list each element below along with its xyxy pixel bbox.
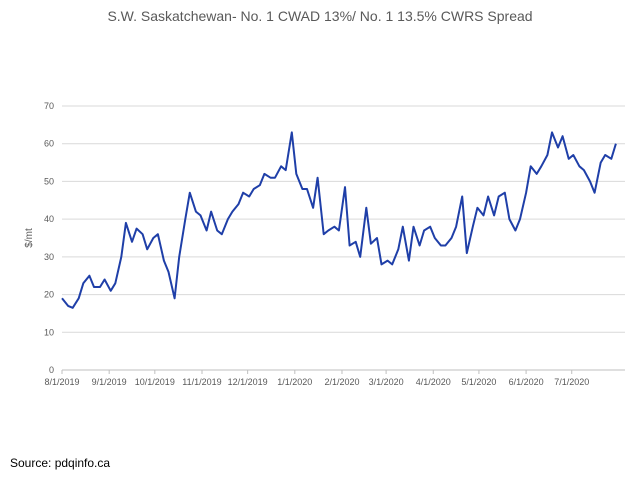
x-tick-label: 11/1/2019 [182,377,221,387]
y-tick-label: 70 [44,101,54,111]
y-tick-label: 40 [44,214,54,224]
x-tick-label: 10/1/2019 [135,377,175,387]
x-tick-label: 1/1/2020 [277,377,312,387]
x-tick-label: 7/1/2020 [554,377,589,387]
series-line [61,131,617,309]
x-tick-label: 9/1/2019 [92,377,127,387]
chart-title: S.W. Saskatchewan- No. 1 CWAD 13%/ No. 1… [107,8,533,24]
x-tick-label: 6/1/2020 [509,377,544,387]
x-tick-label: 12/1/2019 [228,377,268,387]
x-tick-label: 4/1/2020 [416,377,451,387]
y-tick-label: 10 [44,327,54,337]
y-tick-labels: 0 10 20 30 40 50 60 70 [44,101,54,375]
y-tick-label: 20 [44,290,54,300]
y-tick-label: 60 [44,139,54,149]
y-tick-label: 30 [44,252,54,262]
x-tick-label: 2/1/2020 [324,377,359,387]
x-tick-label: 8/1/2019 [44,377,79,387]
gridlines [62,105,625,333]
x-tick-labels: 8/1/2019 9/1/2019 10/1/2019 11/1/2019 12/1/2… [44,370,589,387]
x-tick-label: 3/1/2020 [369,377,404,387]
y-tick-label: 0 [49,365,54,375]
chart-source: Source: pdqinfo.ca [10,456,111,470]
y-axis-label: $/mt [24,228,35,248]
x-tick-label: 5/1/2020 [461,377,496,387]
y-tick-label: 50 [44,176,54,186]
